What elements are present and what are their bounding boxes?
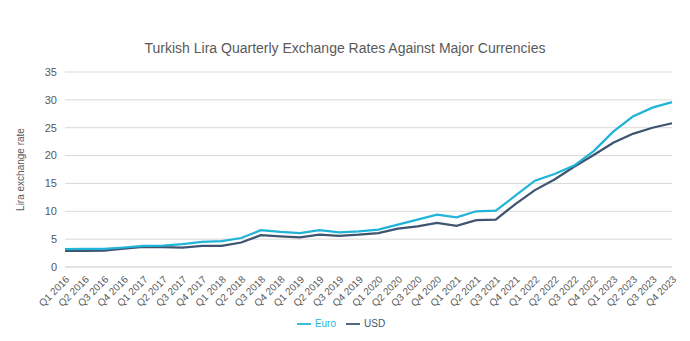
svg-text:Q1 2017: Q1 2017 [114, 273, 150, 309]
svg-text:Q3 2019: Q3 2019 [310, 273, 346, 309]
svg-text:Q2 2022: Q2 2022 [526, 273, 561, 309]
svg-text:Q1 2018: Q1 2018 [193, 273, 229, 309]
svg-text:Q2 2016: Q2 2016 [56, 273, 91, 309]
svg-text:Q1 2016: Q1 2016 [36, 273, 72, 309]
svg-text:Q1 2020: Q1 2020 [349, 273, 385, 309]
svg-text:35: 35 [45, 66, 57, 78]
svg-text:Q3 2017: Q3 2017 [154, 273, 189, 309]
svg-text:Q1 2022: Q1 2022 [506, 273, 542, 309]
svg-text:Q4 2017: Q4 2017 [173, 273, 209, 309]
html-text:Euro: Euro [314, 317, 336, 329]
svg-text:Lira exchange rate: Lira exchange rate [15, 128, 26, 211]
svg-text:Q1 2023: Q1 2023 [584, 273, 620, 309]
svg-text:Q4 2022: Q4 2022 [565, 273, 601, 309]
svg-text:15: 15 [45, 177, 57, 189]
svg-text:0: 0 [51, 261, 57, 273]
svg-text:Q3 2021: Q3 2021 [467, 273, 503, 309]
svg-text:25: 25 [45, 122, 57, 134]
html-text:Turkish Lira Quarterly Exchang: Turkish Lira Quarterly Exchange Rates Ag… [144, 40, 546, 56]
svg-text:5: 5 [51, 233, 57, 245]
svg-text:Q2 2023: Q2 2023 [604, 273, 640, 309]
svg-text:Q1 2019: Q1 2019 [271, 273, 307, 309]
svg-text:Q4 2016: Q4 2016 [95, 273, 131, 309]
svg-text:Q4 2018: Q4 2018 [251, 273, 287, 309]
svg-text:Q2 2021: Q2 2021 [447, 273, 483, 309]
svg-text:Q2 2017: Q2 2017 [134, 273, 170, 309]
svg-text:Q3 2018: Q3 2018 [232, 273, 268, 309]
svg-text:20: 20 [45, 149, 57, 161]
html-text:USD: USD [364, 317, 386, 329]
svg-text:Q3 2023: Q3 2023 [623, 273, 659, 309]
svg-text:Q2 2018: Q2 2018 [212, 273, 248, 309]
svg-text:Q4 2019: Q4 2019 [330, 273, 366, 309]
svg-text:10: 10 [45, 205, 57, 217]
svg-text:Q3 2020: Q3 2020 [389, 273, 424, 309]
svg-text:30: 30 [45, 94, 57, 106]
svg-text:Q2 2019: Q2 2019 [291, 273, 326, 309]
svg-text:Q4 2021: Q4 2021 [486, 273, 522, 309]
svg-text:Q3 2022: Q3 2022 [545, 273, 581, 309]
svg-text:Q3 2016: Q3 2016 [75, 273, 111, 309]
svg-text:Q2 2020: Q2 2020 [369, 273, 405, 309]
svg-text:Q1 2021: Q1 2021 [428, 273, 463, 309]
svg-text:Q4 2023: Q4 2023 [644, 273, 679, 308]
svg-text:Q4 2020: Q4 2020 [408, 273, 444, 309]
